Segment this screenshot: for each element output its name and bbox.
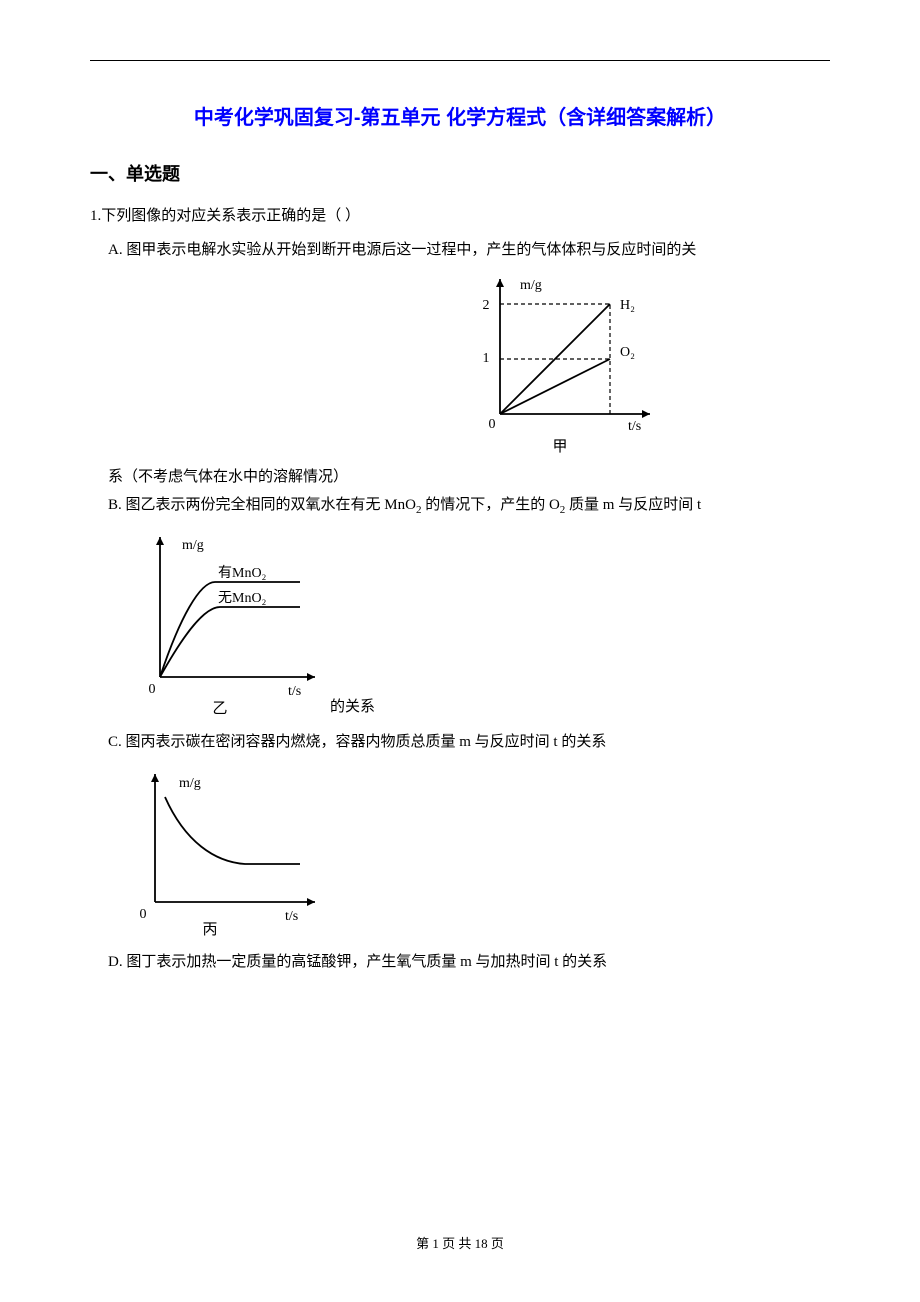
origin-label: 0 [149,682,156,697]
chart-yi: 0 m/g t/s 有MnO₂ 无MnO₂ 乙 [120,527,330,717]
x-axis-label: t/s [285,909,298,924]
option-c: C. 图丙表示碳在密闭容器内燃烧，容器内物质总质量 m 与反应时间 t 的关系 [108,728,830,757]
series-o2-label: O₂ [620,345,635,360]
option-d: D. 图丁表示加热一定质量的高锰酸钾，产生氧气质量 m 与加热时间 t 的关系 [108,948,830,977]
option-a-tail: 系（不考虑气体在水中的溶解情况） [108,463,830,492]
option-b-row2: 0 m/g t/s 有MnO₂ 无MnO₂ 乙 的关系 [90,521,830,728]
footer-prefix: 第 [416,1236,432,1251]
series-with-mno2: 有MnO₂ [218,565,267,581]
footer-suffix: 页 [488,1236,504,1251]
chart-jia-wrapper: 1 2 0 m/g t/s H₂ O₂ 甲 [290,269,830,459]
option-a-text-before: A. 图甲表示电解水实验从开始到断开电源后这一过程中，产生的气体体积与反应时间的… [108,242,696,258]
chart-yi-wrapper: 0 m/g t/s 有MnO₂ 无MnO₂ 乙 [120,527,330,722]
page: 中考化学巩固复习-第五单元 化学方程式（含详细答案解析） 一、单选题 1.下列图… [0,0,920,1302]
top-rule [90,60,830,61]
option-b-text3: 质量 m 与反应时间 t [565,497,701,513]
footer-mid: 页 共 [439,1236,475,1251]
y-axis-label: m/g [182,538,204,553]
option-b-text1: B. 图乙表示两份完全相同的双氧水在有无 MnO [108,497,416,513]
document-title: 中考化学巩固复习-第五单元 化学方程式（含详细答案解析） [90,101,830,130]
origin-label: 0 [489,417,496,432]
ytick-1: 1 [483,351,490,366]
y-axis-label: m/g [520,278,542,293]
x-axis-label: t/s [288,684,301,699]
option-b-tail: 的关系 [330,695,375,716]
y-axis-label: m/g [179,776,201,791]
option-b-text2: 的情况下，产生的 O [421,497,559,513]
section-heading: 一、单选题 [90,160,830,186]
chart-bing: 0 m/g t/s 丙 [120,762,330,937]
question-stem: 1.下列图像的对应关系表示正确的是（ ） [90,204,830,228]
chart-bing-wrapper: 0 m/g t/s 丙 [120,762,830,942]
chart-caption: 乙 [212,701,227,717]
chart-caption: 甲 [552,439,567,454]
footer-total: 18 [475,1236,488,1251]
x-axis-label: t/s [628,419,641,434]
ytick-2: 2 [483,298,490,313]
option-a-text-after: 系（不考虑气体在水中的溶解情况） [108,463,348,492]
chart-caption: 丙 [202,922,217,937]
chart-jia: 1 2 0 m/g t/s H₂ O₂ 甲 [460,269,660,454]
option-b: B. 图乙表示两份完全相同的双氧水在有无 MnO2 的情况下，产生的 O2 质量… [108,491,830,521]
page-footer: 第 1 页 共 18 页 [0,1233,920,1252]
series-no-mno2: 无MnO₂ [218,591,267,606]
series-h2-label: H₂ [620,298,635,313]
origin-label: 0 [140,907,147,922]
option-a: A. 图甲表示电解水实验从开始到断开电源后这一过程中，产生的气体体积与反应时间的… [108,236,830,265]
